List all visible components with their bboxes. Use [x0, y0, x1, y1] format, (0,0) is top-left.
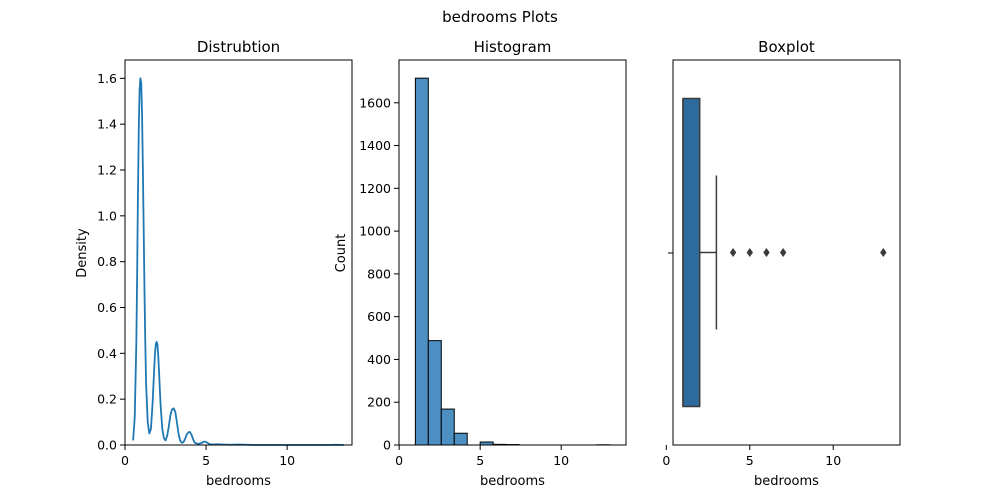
distribution-frame: [124, 59, 353, 446]
histogram-y-tick-label: 600: [367, 309, 391, 324]
boxplot-outlier: [746, 248, 753, 257]
boxplot-plot-area: [682, 97, 887, 408]
boxplot-x-tick-label: 10: [825, 453, 841, 468]
boxplot-title: Boxplot: [758, 38, 815, 56]
distribution-axes: Distrubtion 0 5 10 0.0 0.2 0.4 0.6 0.8 1.0 1.2 1.…: [75, 38, 353, 489]
histogram-y-tick-label: 400: [367, 352, 391, 367]
histogram-y-ticks: 0 200 400 600 800 1000 1200 1400 1600: [359, 95, 399, 453]
distribution-y-label: Density: [75, 228, 90, 278]
histogram-bar: [427, 340, 442, 446]
distribution-y-tick-label: 0.0: [97, 438, 117, 453]
boxplot-outlier: [729, 248, 737, 257]
boxplot-x-tick-label: 0: [662, 453, 670, 468]
boxplot-outlier: [763, 248, 770, 257]
distribution-y-tick-label: 1.2: [97, 163, 117, 178]
distribution-y-tick-label: 0.8: [97, 254, 117, 269]
histogram-axes: Histogram 0 5 10 0 200 400 600 800 1000 1200 1400…: [334, 38, 627, 489]
distribution-x-tick-label: 5: [202, 453, 210, 468]
histogram-y-tick-label: 800: [367, 266, 391, 281]
histogram-y-tick-label: 1200: [359, 181, 391, 196]
histogram-x-tick-label: 5: [476, 453, 484, 468]
boxplot-x-ticks: 0 5 10: [662, 445, 841, 468]
boxplot-x-tick-label: 5: [746, 453, 754, 468]
histogram-y-tick-label: 1000: [359, 224, 391, 239]
density-line: [132, 77, 344, 446]
distribution-x-tick-label: 0: [121, 453, 129, 468]
histogram-bar: [414, 77, 429, 446]
distribution-y-tick-label: 0.6: [97, 300, 117, 315]
histogram-plot-area: [414, 77, 611, 446]
boxplot-x-label: bedrooms: [754, 474, 819, 489]
figure-suptitle: bedrooms Plots: [442, 8, 558, 26]
histogram-bar: [453, 432, 468, 446]
histogram-y-tick-label: 200: [367, 395, 391, 410]
histogram-frame: [398, 59, 627, 446]
boxplot-outlier: [880, 248, 887, 257]
histogram-y-tick-label: 0: [383, 438, 391, 453]
distribution-x-label: bedrooms: [206, 474, 271, 489]
histogram-y-tick-label: 1600: [359, 95, 391, 110]
histogram-y-label: Count: [334, 234, 349, 273]
boxplot-box: [682, 97, 701, 408]
distribution-y-tick-label: 0.4: [97, 346, 117, 361]
distribution-y-tick-label: 1.6: [97, 71, 117, 86]
distribution-y-tick-label: 1.4: [97, 117, 117, 132]
distribution-y-tick-label: 1.0: [97, 208, 117, 223]
histogram-title: Histogram: [474, 38, 552, 56]
distribution-title: Distrubtion: [197, 38, 280, 56]
distribution-x-tick-label: 10: [279, 453, 295, 468]
histogram-x-ticks: 0 5 10: [395, 445, 569, 468]
distribution-y-tick-label: 0.2: [97, 392, 117, 407]
histogram-y-tick-label: 1400: [359, 138, 391, 153]
histogram-x-tick-label: 0: [395, 453, 403, 468]
boxplot-outlier: [779, 248, 787, 257]
histogram-x-label: bedrooms: [480, 474, 545, 489]
histogram-bar: [440, 408, 455, 446]
histogram-x-tick-label: 10: [553, 453, 569, 468]
distribution-plot-area: [132, 77, 344, 446]
distribution-y-ticks: 0.0 0.2 0.4 0.6 0.8 1.0 1.2 1.4 1.6: [97, 71, 125, 453]
distribution-x-ticks: 0 5 10: [121, 445, 295, 468]
boxplot-axes: Boxplot 0 5 10 bedrooms: [662, 38, 901, 489]
